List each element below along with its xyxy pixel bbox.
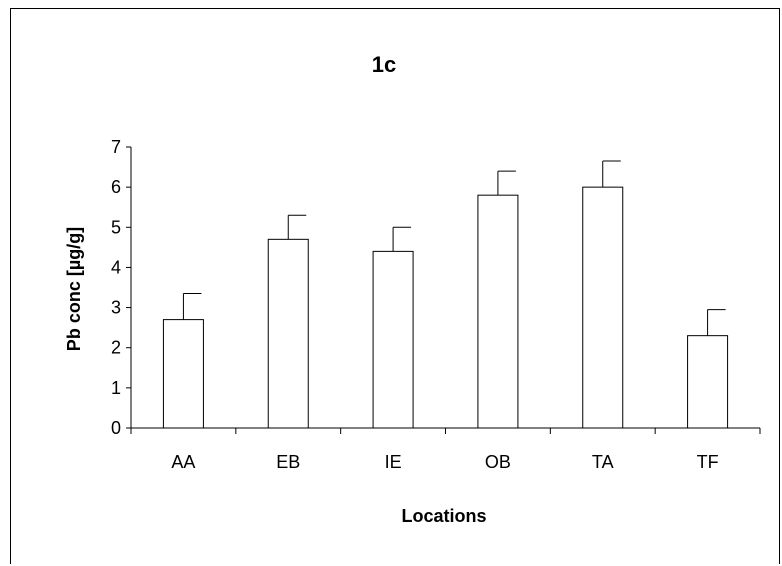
- bar-ta: [582, 186, 624, 429]
- y-axis: 0 1 2 3 4 5 6 7: [111, 137, 132, 438]
- y-tick-label: 6: [111, 177, 121, 197]
- bar-ob: [477, 194, 519, 429]
- bars: [162, 160, 729, 429]
- x-axis: AA EB IE OB TA TF: [130, 427, 761, 472]
- x-axis-title: Locations: [401, 506, 486, 526]
- chart-title: 1c: [372, 52, 396, 77]
- y-axis-title: Pb conc [µg/g]: [64, 227, 84, 351]
- x-tick-label-ta: TA: [592, 452, 614, 472]
- y-tick-label: 7: [111, 137, 121, 157]
- x-tick-label-ie: IE: [385, 452, 402, 472]
- bar-eb: [267, 238, 309, 429]
- y-tick-label: 1: [111, 378, 121, 398]
- x-tick-label-ob: OB: [485, 452, 511, 472]
- y-tick-label: 4: [111, 257, 121, 277]
- bar-tf: [687, 335, 729, 429]
- bar-ie: [372, 250, 414, 429]
- y-tick-label: 0: [111, 418, 121, 438]
- x-tick-label-eb: EB: [276, 452, 300, 472]
- x-tick-label-aa: AA: [171, 452, 195, 472]
- x-tick-label-tf: TF: [697, 452, 719, 472]
- y-tick-label: 2: [111, 338, 121, 358]
- y-tick-label: 3: [111, 298, 121, 318]
- bar-aa: [162, 319, 204, 429]
- chart-frame: [10, 8, 780, 564]
- y-tick-label: 5: [111, 217, 121, 237]
